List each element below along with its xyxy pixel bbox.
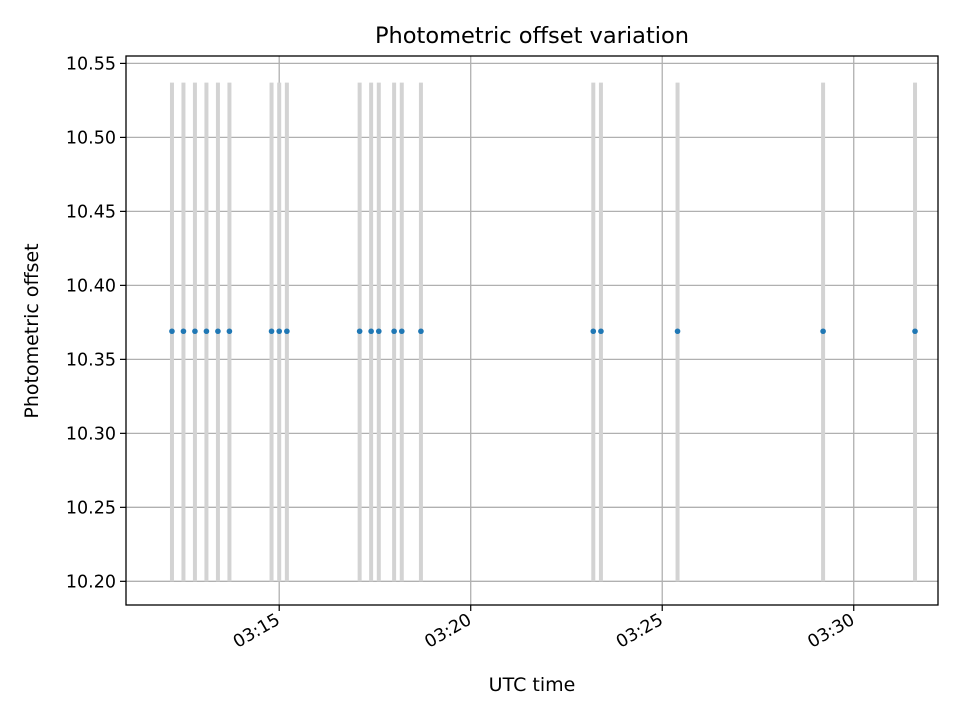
data-point-7 — [276, 328, 283, 335]
data-point-13 — [398, 328, 405, 335]
x-axis-label: UTC time — [489, 674, 576, 696]
y-tick-label-5: 10.45 — [66, 202, 116, 222]
data-point-11 — [375, 328, 382, 335]
data-point-14 — [418, 328, 424, 335]
y-tick-label-2: 10.30 — [66, 424, 116, 444]
grid-lines — [126, 56, 938, 605]
y-tick-label-1: 10.25 — [66, 498, 116, 518]
y-tick-label-6: 10.50 — [66, 128, 116, 148]
data-point-18 — [820, 328, 826, 335]
data-point-16 — [598, 328, 604, 335]
data-point-0 — [169, 328, 175, 335]
data-point-15 — [590, 328, 597, 335]
y-tick-label-0: 10.20 — [66, 572, 116, 592]
x-tick-label-3: 03:30 — [805, 610, 859, 653]
data-point-6 — [268, 328, 275, 335]
y-axis-ticks: 10.20 10.25 10.30 10.35 10.40 10.45 10.50 10.55 — [66, 54, 126, 592]
data-point-9 — [356, 328, 363, 335]
data-point-2 — [192, 328, 198, 335]
y-tick-label-3: 10.35 — [66, 350, 116, 370]
data-point-8 — [284, 328, 290, 335]
data-point-12 — [391, 328, 397, 335]
y-axis-label: Photometric offset — [21, 243, 43, 418]
data-point-17 — [674, 328, 681, 335]
data-point-3 — [203, 328, 210, 335]
data-points — [169, 328, 918, 335]
x-tick-label-0: 03:15 — [230, 610, 284, 653]
error-bars — [169, 82, 918, 582]
y-tick-label-7: 10.55 — [66, 54, 116, 74]
data-point-1 — [180, 328, 187, 335]
data-point-5 — [226, 328, 233, 335]
data-point-4 — [215, 328, 221, 335]
y-tick-label-4: 10.40 — [66, 276, 116, 296]
plot-frame — [125, 55, 939, 606]
data-point-19 — [912, 328, 918, 335]
x-tick-label-1: 03:20 — [422, 610, 476, 653]
x-axis-ticks: 03:15 03:20 03:25 03:30 — [230, 605, 858, 653]
chart-title: Photometric offset variation — [375, 23, 689, 49]
x-tick-label-2: 03:25 — [613, 610, 667, 653]
data-point-10 — [368, 328, 374, 335]
